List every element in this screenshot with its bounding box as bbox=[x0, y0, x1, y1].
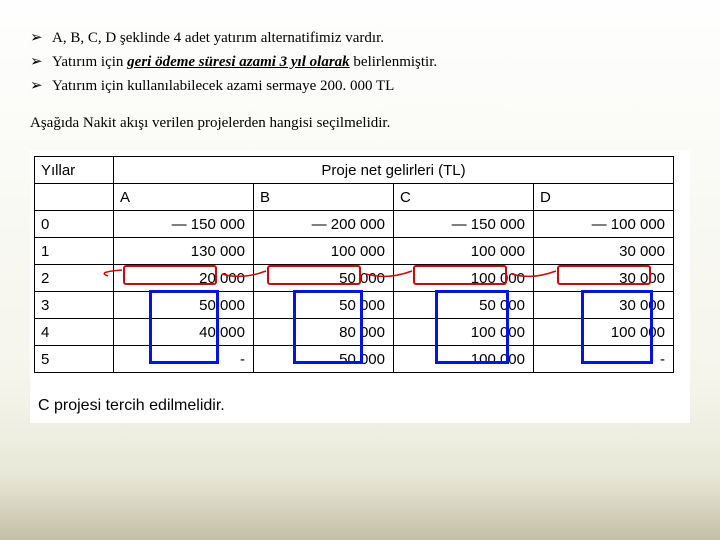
table-row: 1 130 000 100 000 100 000 30 000 bbox=[35, 238, 674, 265]
cell-A1: 130 000 bbox=[114, 238, 254, 265]
table-col-row: A B C D bbox=[35, 184, 674, 211]
cell-C2: 100 000 bbox=[394, 265, 534, 292]
bullet-2: Yatırım için geri ödeme süresi azami 3 y… bbox=[30, 52, 690, 74]
cell-B3: 50 000 bbox=[254, 292, 394, 319]
cell-D1: 30 000 bbox=[534, 238, 674, 265]
bullet-3: Yatırım için kullanılabilecek azami serm… bbox=[30, 76, 690, 98]
cashflow-table: Yıllar Proje net gelirleri (TL) A B C D … bbox=[34, 156, 674, 373]
cell-A3: 50 000 bbox=[114, 292, 254, 319]
cell-D3: 30 000 bbox=[534, 292, 674, 319]
col-D: D bbox=[534, 184, 674, 211]
cell-year: 3 bbox=[35, 292, 114, 319]
bullet-2-post: belirlenmiştir. bbox=[350, 54, 438, 70]
cell-C4: 100 000 bbox=[394, 319, 534, 346]
table-row: 3 50 000 50 000 50 000 30 000 bbox=[35, 292, 674, 319]
cell-year: 0 bbox=[35, 211, 114, 238]
cell-C1: 100 000 bbox=[394, 238, 534, 265]
col-C: C bbox=[394, 184, 534, 211]
cell-year: 2 bbox=[35, 265, 114, 292]
table-header-row: Yıllar Proje net gelirleri (TL) bbox=[35, 157, 674, 184]
col-empty bbox=[35, 184, 114, 211]
table-row: 4 40 000 80 000 100 000 100 000 bbox=[35, 319, 674, 346]
cell-year: 4 bbox=[35, 319, 114, 346]
cell-B5: 50 000 bbox=[254, 346, 394, 373]
cell-B0: — 200 000 bbox=[254, 211, 394, 238]
cell-A0: — 150 000 bbox=[114, 211, 254, 238]
table-container: Yıllar Proje net gelirleri (TL) A B C D … bbox=[30, 150, 690, 423]
cell-year: 1 bbox=[35, 238, 114, 265]
bullet-1: A, B, C, D şeklinde 4 adet yatırım alter… bbox=[30, 28, 690, 50]
cell-D0: — 100 000 bbox=[534, 211, 674, 238]
bullet-list: A, B, C, D şeklinde 4 adet yatırım alter… bbox=[30, 28, 690, 97]
cell-C0: — 150 000 bbox=[394, 211, 534, 238]
col-B: B bbox=[254, 184, 394, 211]
cell-D2: 30 000 bbox=[534, 265, 674, 292]
table-row: 5 - 50 000 100 000 - bbox=[35, 346, 674, 373]
cell-B4: 80 000 bbox=[254, 319, 394, 346]
cell-D5: - bbox=[534, 346, 674, 373]
cell-A4: 40 000 bbox=[114, 319, 254, 346]
bullet-2-emph: geri ödeme süresi azami 3 yıl olarak bbox=[127, 54, 350, 70]
cell-D4: 100 000 bbox=[534, 319, 674, 346]
cell-B1: 100 000 bbox=[254, 238, 394, 265]
cell-year: 5 bbox=[35, 346, 114, 373]
cell-A5: - bbox=[114, 346, 254, 373]
bullet-2-pre: Yatırım için bbox=[52, 54, 127, 70]
conclusion-text: C projesi tercih edilmelidir. bbox=[38, 397, 686, 415]
cell-C3: 50 000 bbox=[394, 292, 534, 319]
table-row: 2 20 000 50 000 100 000 30 000 bbox=[35, 265, 674, 292]
bullet-3-text: Yatırım için kullanılabilecek azami serm… bbox=[52, 78, 394, 94]
header-proj: Proje net gelirleri (TL) bbox=[114, 157, 674, 184]
cell-B2: 50 000 bbox=[254, 265, 394, 292]
bullet-1-text: A, B, C, D şeklinde 4 adet yatırım alter… bbox=[52, 30, 384, 46]
cell-A2: 20 000 bbox=[114, 265, 254, 292]
header-years: Yıllar bbox=[35, 157, 114, 184]
col-A: A bbox=[114, 184, 254, 211]
question-text: Aşağıda Nakit akışı verilen projelerden … bbox=[30, 115, 690, 132]
cell-C5: 100 000 bbox=[394, 346, 534, 373]
table-row: 0 — 150 000 — 200 000 — 150 000 — 100 00… bbox=[35, 211, 674, 238]
